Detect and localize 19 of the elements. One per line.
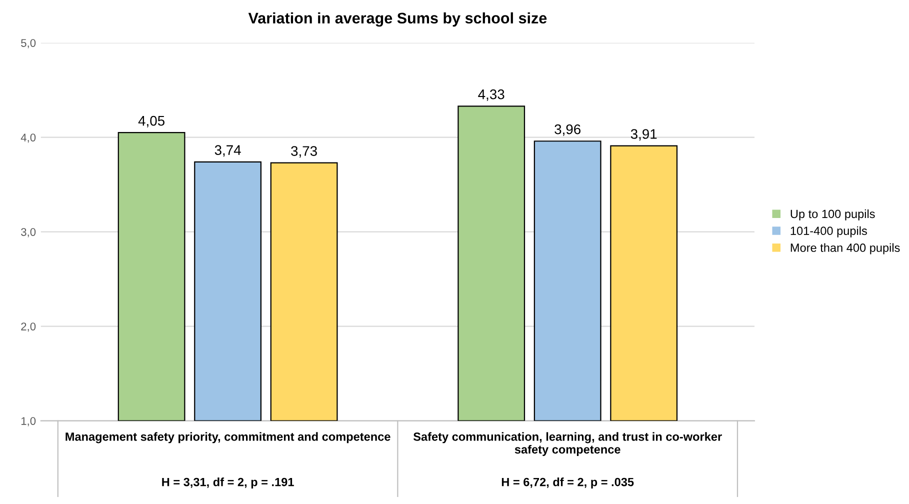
y-tick-label: 1,0 xyxy=(21,417,36,426)
y-tick-label: 3,0 xyxy=(21,228,36,238)
data-label: 3,74 xyxy=(214,145,241,157)
chart-title: Variation in average Sums by school size xyxy=(248,12,547,27)
x-tick-label: Safety communication, learning, and trust in co-worker safety competence xyxy=(413,432,722,456)
data-label: 3,91 xyxy=(630,129,657,141)
y-tick-label: 4,0 xyxy=(20,134,36,143)
data-label: 3,73 xyxy=(291,146,317,158)
data-label: 4,05 xyxy=(138,116,164,128)
data-label: 3,96 xyxy=(554,124,580,136)
text: H = 6,72, df = 2, p = .035 xyxy=(502,478,634,489)
x-tick-label: Management safety priority, commitment and competence xyxy=(66,432,390,444)
y-tick-label: 5,0 xyxy=(21,39,36,48)
data-label: 4,33 xyxy=(478,89,504,101)
legend-label: Up to 100 pupils xyxy=(790,209,875,220)
y-tick-label: 2,0 xyxy=(21,322,36,332)
legend-label: 101-400 pupils xyxy=(790,226,867,238)
text: H = 3,31, df = 2, p = .191 xyxy=(162,478,294,489)
legend-label: More than 400 pupils xyxy=(790,243,900,254)
